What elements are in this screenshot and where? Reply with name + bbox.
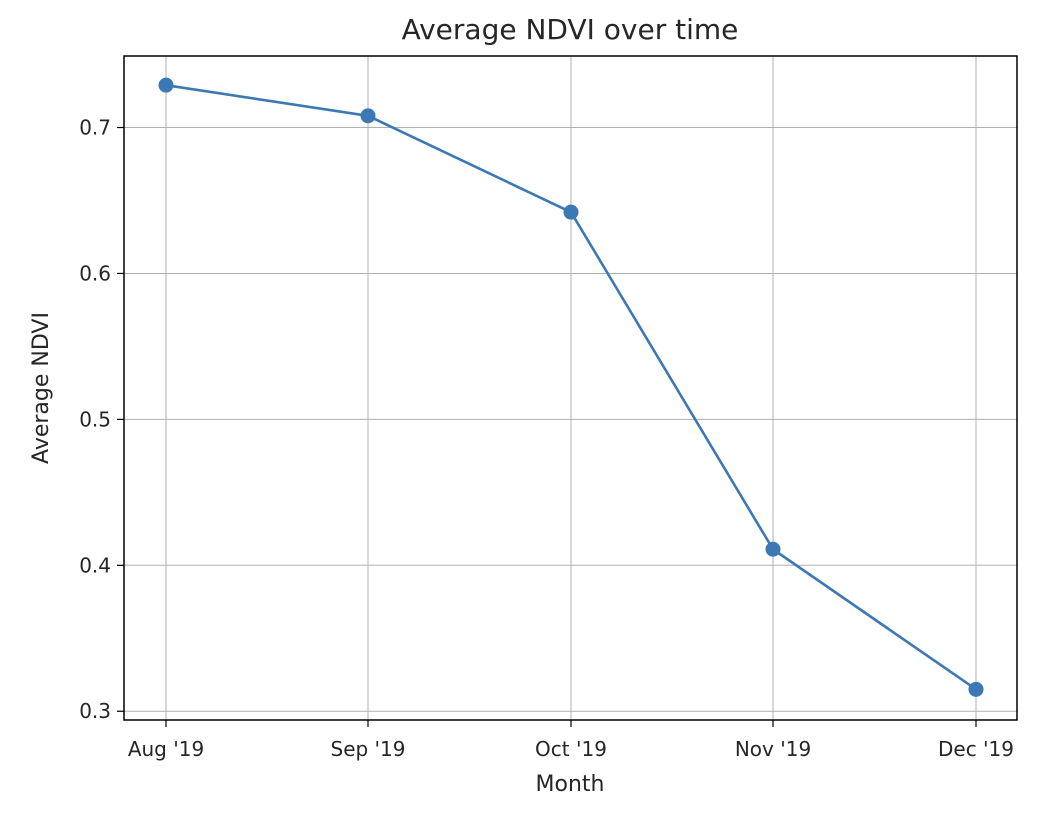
y-tick-label: 0.7 <box>79 116 111 140</box>
grid-lines <box>124 56 1017 720</box>
x-axis-label: Month <box>536 772 605 797</box>
x-tick-label: Oct '19 <box>535 737 607 761</box>
x-tick-label: Aug '19 <box>128 737 204 761</box>
y-tick-label: 0.3 <box>79 699 111 723</box>
y-tick-label: 0.6 <box>79 261 111 285</box>
x-tick-label: Dec '19 <box>938 737 1014 761</box>
axis-ticks <box>117 126 977 727</box>
y-tick-label: 0.4 <box>79 553 111 577</box>
series-layer <box>158 77 984 697</box>
y-axis-label: Average NDVI <box>29 312 54 464</box>
data-point <box>968 681 984 697</box>
data-point <box>360 108 376 124</box>
chart-title: Average NDVI over time <box>402 13 739 46</box>
data-point <box>765 541 781 557</box>
x-tick-label: Sep '19 <box>331 737 406 761</box>
x-tick-label: Nov '19 <box>735 737 811 761</box>
data-point <box>563 204 579 220</box>
axis-tick-labels: Aug '19 Sep '19 Oct '19 Nov '19 Dec '19 0.3 0.… <box>79 116 1014 761</box>
y-tick-label: 0.5 <box>79 407 111 431</box>
data-point <box>158 77 174 93</box>
